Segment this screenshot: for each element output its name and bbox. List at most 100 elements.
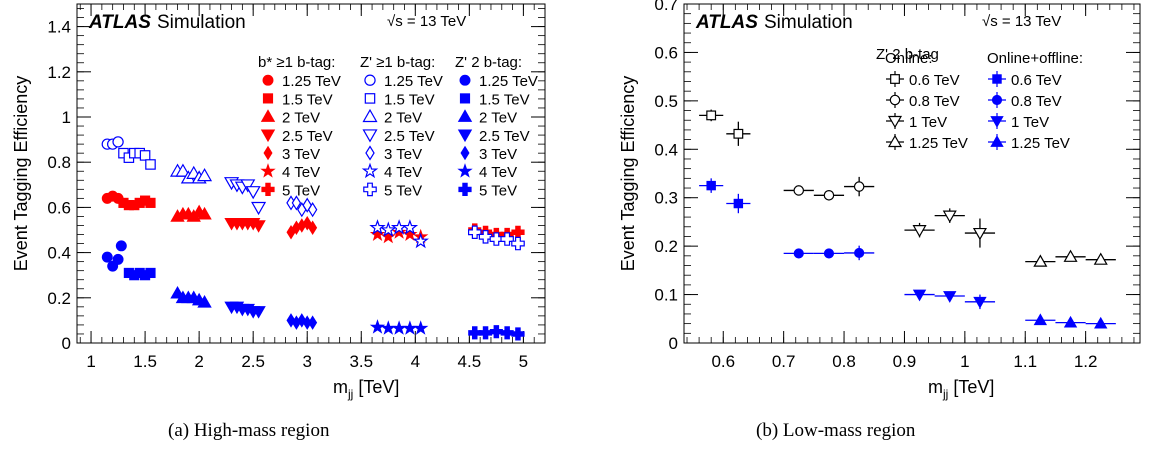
series-b-1-b-tag-2-tev: [170, 204, 212, 222]
legend-label: 1.5 TeV: [282, 91, 333, 108]
data-point: [115, 240, 127, 252]
y-tick-label: 0.7: [654, 0, 678, 14]
y-tick-label: 0.3: [654, 189, 678, 208]
legend-header: b* ≥1 b-tag:: [258, 54, 335, 71]
y-tick-label: 0.2: [47, 289, 71, 308]
x-tick-label: 1.5: [133, 352, 157, 371]
x-axis-label-unit: [TeV]: [948, 377, 994, 397]
x-tick-label: 0.7: [772, 352, 796, 371]
legend-marker: [887, 134, 903, 148]
series-z-1-b-tag-3-tev: [286, 195, 318, 218]
data-point: [251, 220, 266, 233]
x-tick-label: 2.5: [241, 352, 265, 371]
energy-label: √s = 13 TeV: [387, 13, 466, 30]
data-point: [412, 232, 429, 249]
series-b-1-b-tag-2-5-tev: [224, 217, 266, 233]
legend-label: 5 TeV: [479, 182, 517, 199]
x-tick-label: 3.5: [349, 352, 373, 371]
legend-label: 0.6 TeV: [1011, 72, 1062, 89]
data-point: [145, 267, 156, 279]
data-point: [197, 168, 213, 182]
series-z-1-b-tag-1-25-tev: [101, 136, 124, 150]
legend-label: 4 TeV: [282, 164, 320, 181]
y-tick-label: 0: [669, 334, 678, 353]
series-online-0-8-tev: [783, 176, 875, 201]
data-point: [853, 181, 865, 192]
atlas-label: ATLAS: [88, 12, 151, 33]
legend-label: 0.6 TeV: [909, 72, 960, 89]
y-tick-label: 0.5: [654, 92, 678, 111]
legend-label: 5 TeV: [384, 182, 422, 199]
legend-marker: [262, 93, 274, 104]
legend-marker: [457, 163, 473, 178]
data-point: [101, 251, 113, 263]
x-tick-label: 0.9: [893, 352, 917, 371]
legend-marker: [889, 94, 901, 106]
data-point: [733, 198, 744, 209]
legend-marker: [260, 109, 276, 122]
data-point: [291, 195, 302, 211]
data-point: [413, 320, 429, 335]
data-point: [308, 315, 318, 330]
legend-label: 1.5 TeV: [384, 91, 435, 108]
legend-marker: [459, 74, 471, 86]
data-point: [302, 197, 312, 213]
legend-label: 1.25 TeV: [479, 73, 538, 90]
x-axis-label-subscript: jj: [942, 387, 948, 401]
data-point: [402, 226, 418, 241]
y-tick-label: 1.2: [47, 63, 71, 82]
data-point: [391, 224, 407, 239]
x-tick-label: 1: [960, 352, 969, 371]
data-point: [468, 326, 482, 340]
data-point: [733, 128, 744, 139]
series-z-2-b-tag-5-tev: [468, 325, 525, 341]
y-tick-label: 0.4: [47, 244, 71, 263]
legend-label: 2 TeV: [282, 110, 320, 127]
atlas-label: ATLAS: [695, 12, 758, 33]
legend-header: Online+offline:: [987, 50, 1083, 67]
data-point: [139, 150, 151, 161]
legend-marker: [260, 129, 276, 143]
legend-label: 1 TeV: [1011, 114, 1049, 131]
y-axis-label: Event Tagging Efficiency: [618, 76, 638, 271]
series-z-2-b-tag-3-tev: [286, 313, 318, 330]
data-point: [307, 202, 318, 218]
series-online-1-tev: [904, 208, 996, 248]
x-tick-label: 1.2: [1074, 352, 1098, 371]
y-tick-label: 0: [62, 334, 71, 353]
legend-label: 1.25 TeV: [384, 73, 443, 90]
x-tick-label: 0.8: [832, 352, 856, 371]
figure: 1 1.5 2 2.5 3 3.5 4 4.5 5 0 0.2 0.4 0.6 0.8 1 1.2 1.4 mjj…: [11, 0, 1141, 401]
data-point: [942, 210, 957, 223]
data-point: [380, 320, 396, 335]
data-point: [500, 326, 514, 340]
data-point: [297, 313, 307, 328]
legend-marker: [457, 129, 473, 143]
series-z-2-b-tag-2-5-tev: [224, 301, 266, 319]
data-point: [478, 326, 493, 340]
data-point: [706, 180, 716, 191]
data-point: [145, 197, 156, 208]
x-tick-label: 2: [194, 352, 203, 371]
data-point: [489, 232, 504, 246]
legend-marker: [887, 115, 903, 129]
legend-marker: [457, 109, 473, 122]
x-tick-label: 1.1: [1013, 352, 1037, 371]
data-point: [380, 228, 396, 244]
legend-header: Z' 2 b-tag:: [455, 54, 522, 71]
x-tick-label: 3: [302, 352, 311, 371]
data-point: [943, 291, 957, 303]
simulation-label: Simulation: [764, 12, 853, 33]
series-online-offline-1-25-tev: [1025, 313, 1116, 329]
data-point: [793, 248, 804, 259]
legend-label: 0.8 TeV: [909, 93, 960, 110]
series-online-0-6-tev: [699, 109, 751, 146]
legend-marker: [261, 182, 275, 197]
legend-marker: [363, 182, 377, 197]
legend-label: 3 TeV: [479, 146, 517, 163]
data-point: [308, 220, 318, 235]
y-tick-label: 0.6: [47, 198, 71, 217]
plot-frame: [76, 3, 546, 344]
legend-marker: [364, 74, 376, 86]
